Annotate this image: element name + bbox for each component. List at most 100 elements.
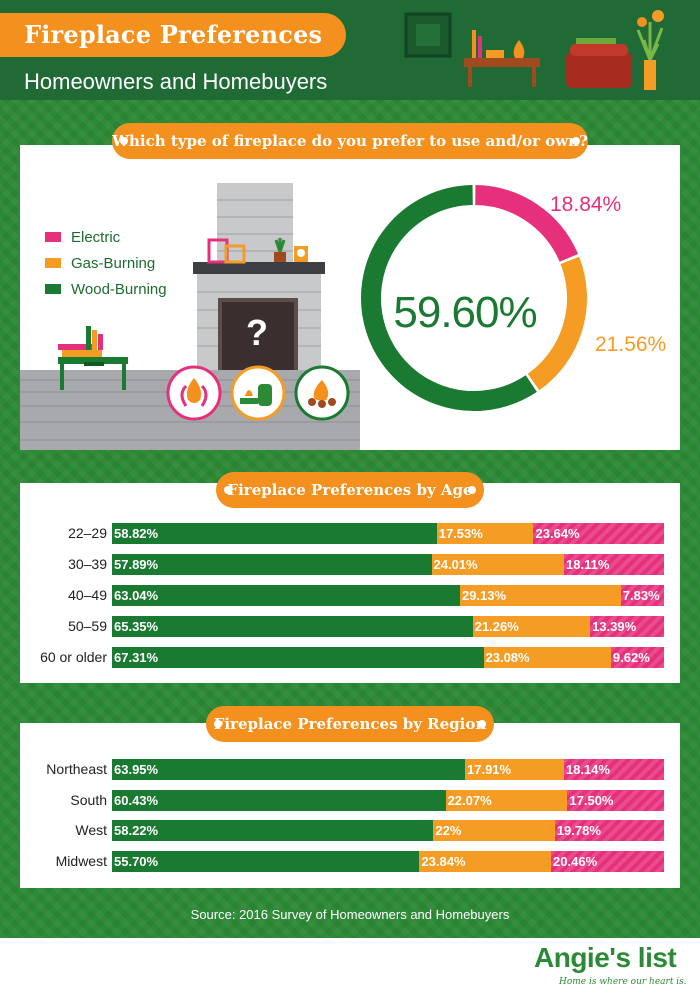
bar-segment-gas	[465, 759, 564, 780]
bar-value-label: 23.84%	[421, 853, 466, 869]
legend-item-wood: Wood-Burning	[45, 276, 167, 302]
legend-label: Electric	[71, 228, 121, 246]
bar-value-label: 22.07%	[447, 792, 492, 808]
bar-segment-wood	[112, 554, 432, 575]
page-subtitle: Homeowners and Homebuyers	[24, 69, 328, 94]
living-room-decoration	[404, 10, 664, 90]
donut-center-label: 59.60%	[393, 288, 537, 337]
bar-segment-wood	[112, 523, 437, 544]
pill-dot	[120, 137, 128, 145]
gas-tank-flame-icon	[230, 365, 286, 421]
bar-value-label: 22%	[435, 823, 462, 838]
bar-value-label: 67.31%	[114, 650, 159, 665]
bar-value-label: 18.14%	[565, 762, 610, 777]
donut-slice-wood-burning	[361, 185, 537, 411]
bar-value-label: 23.64%	[535, 526, 580, 541]
pill-dot	[468, 486, 476, 494]
bar-segment-electric	[590, 616, 664, 637]
legend-item-electric: Electric	[45, 224, 167, 250]
bar-value-label: 17.53%	[438, 526, 483, 541]
electric-percent-label: 18.84%	[550, 193, 622, 216]
row-label: West	[75, 822, 107, 838]
donut-slice-electric	[474, 185, 579, 263]
bar-value-label: 21.26%	[474, 619, 519, 634]
row-label: South	[70, 791, 107, 808]
bar-value-label: 19.78%	[556, 823, 601, 838]
bar-segment-gas	[459, 585, 621, 606]
row-label: 50–59	[68, 618, 107, 634]
row-label: 30–39	[68, 556, 107, 572]
legend-label: Gas-Burning	[71, 254, 156, 272]
bar-segment-gas	[436, 523, 534, 544]
bar-value-label: 18.11%	[566, 557, 610, 572]
bar-value-label: 60.43%	[114, 792, 159, 808]
electric-fire-icon	[166, 365, 222, 421]
pill-dot	[478, 720, 486, 728]
legend-label: Wood-Burning	[71, 280, 167, 298]
pill-dot	[224, 486, 232, 494]
bar-segment-gas	[419, 850, 552, 872]
bar-segment-electric	[610, 647, 664, 668]
bar-value-label: 58.82%	[114, 526, 159, 541]
bar-value-label: 9.62%	[612, 650, 650, 665]
bar-value-label: 63.04%	[114, 588, 159, 603]
gas-percent-label: 21.56%	[595, 333, 667, 356]
bar-segment-gas	[445, 789, 568, 811]
bar-segment-gas	[483, 647, 611, 668]
row-label: 40–49	[68, 587, 107, 603]
bar-segment-gas	[431, 554, 565, 575]
bar-value-label: 24.01%	[433, 557, 478, 572]
footer	[0, 938, 700, 994]
bar-segment-electric	[564, 554, 664, 575]
bar-segment-electric	[620, 585, 664, 606]
bar-value-label: 58.22%	[114, 823, 159, 838]
bar-segment-electric	[567, 789, 664, 811]
brand-tagline: Home is where our heart is.	[559, 977, 687, 987]
bar-value-label: 13.39%	[592, 619, 637, 634]
bar-segment-gas	[472, 616, 591, 637]
legend-swatch-wood	[45, 284, 61, 294]
region-title: Fireplace Preferences by Region	[213, 715, 487, 733]
bar-segment-wood	[112, 820, 434, 841]
bar-segment-wood	[112, 616, 473, 637]
bar-value-label: 65.35%	[114, 619, 159, 634]
legend-swatch-gas	[45, 258, 61, 268]
legend: Electric Gas-Burning Wood-Burning	[45, 224, 167, 302]
bar-segment-wood	[112, 759, 465, 780]
bar-segment-electric	[563, 759, 664, 780]
bar-value-label: 17.50%	[569, 792, 614, 808]
source-note: Source: 2016 Survey of Homeowners and Ho…	[190, 907, 510, 922]
bar-segment-wood	[112, 850, 420, 872]
campfire-logs-icon	[294, 365, 350, 421]
age-title-pill: Fireplace Preferences by Age	[216, 472, 484, 508]
bar-segment-gas	[433, 820, 555, 841]
bar-segment-electric	[533, 523, 664, 544]
bar-segment-electric	[551, 850, 664, 872]
row-label: 60 or older	[40, 649, 107, 665]
bar-segment-wood	[112, 585, 460, 606]
bar-value-label: 23.08%	[485, 650, 530, 665]
region-title-pill: Fireplace Preferences by Region	[206, 706, 494, 742]
bar-segment-wood	[112, 789, 446, 811]
bar-value-label: 63.95%	[114, 762, 159, 777]
question-title-pill: Which type of fireplace do you prefer to…	[112, 123, 588, 159]
title-pill	[0, 13, 346, 57]
bar-value-label: 57.89%	[114, 557, 159, 572]
bar-value-label: 7.83%	[622, 588, 660, 603]
bar-value-label: 55.70%	[114, 853, 159, 869]
age-title: Fireplace Preferences by Age	[227, 481, 473, 499]
row-label: 22–29	[68, 525, 107, 541]
pill-dot	[214, 720, 222, 728]
question-mark-icon: ?	[246, 312, 268, 353]
bar-segment-wood	[112, 647, 484, 668]
pill-dot	[572, 137, 580, 145]
legend-swatch-electric	[45, 232, 61, 242]
page-title: Fireplace Preferences	[24, 20, 323, 49]
bar-segment-electric	[554, 820, 664, 841]
bar-value-label: 29.13%	[461, 588, 507, 603]
bar-value-label: 20.46%	[553, 853, 598, 869]
bar-value-label: 17.91%	[467, 762, 512, 777]
legend-item-gas: Gas-Burning	[45, 250, 167, 276]
